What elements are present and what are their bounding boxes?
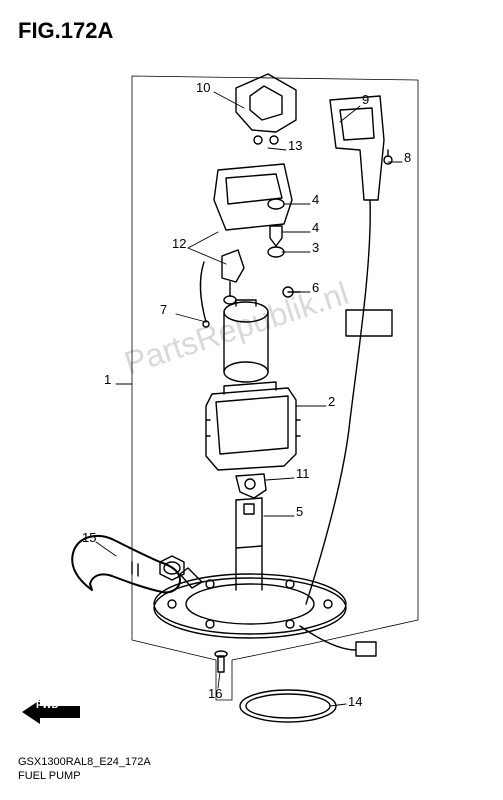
callout-7: 7 [160, 302, 167, 317]
callout-8: 8 [404, 150, 411, 165]
callout-14: 14 [348, 694, 362, 709]
footer-part-name: FUEL PUMP [18, 770, 81, 782]
callout-4a: 4 [312, 192, 319, 207]
callout-3: 3 [312, 240, 319, 255]
callout-6: 6 [312, 280, 319, 295]
callout-1: 1 [104, 372, 111, 387]
callout-2: 2 [328, 394, 335, 409]
callout-16: 16 [208, 686, 222, 701]
callout-11: 11 [296, 466, 310, 481]
fwd-label: FWD [36, 700, 59, 711]
callout-12: 12 [172, 236, 186, 251]
callout-9: 9 [362, 92, 369, 107]
callout-13: 13 [288, 138, 302, 153]
callout-5: 5 [296, 504, 303, 519]
callout-10: 10 [196, 80, 210, 95]
fuel-pump-diagram [0, 0, 503, 800]
callout-15: 15 [82, 530, 96, 545]
footer-model-code: GSX1300RAL8_E24_172A [18, 756, 151, 768]
callout-4b: 4 [312, 220, 319, 235]
